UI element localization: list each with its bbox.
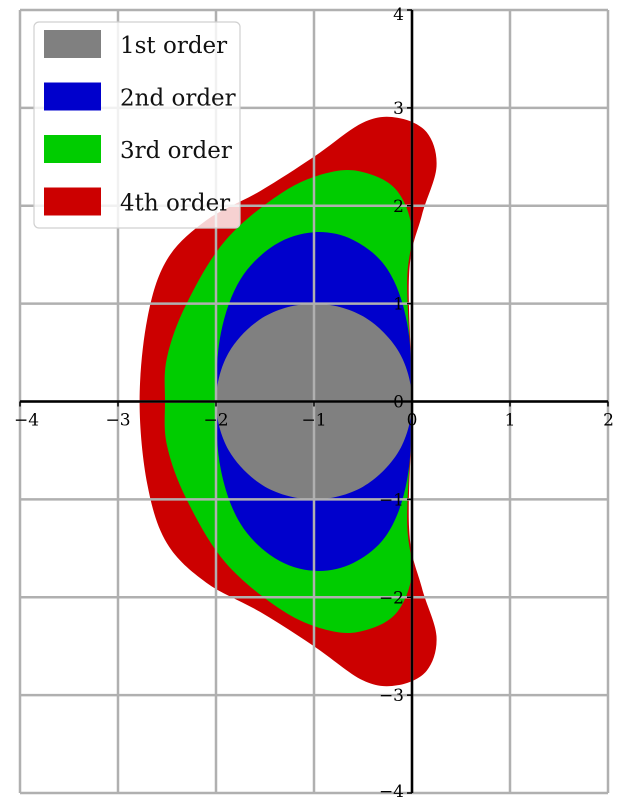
- y-tick-label: −2: [379, 588, 404, 608]
- legend: 1st order 2nd order 3rd order 4th order: [33, 21, 241, 229]
- y-tick-label: 2: [393, 197, 404, 217]
- x-tick-label: −2: [203, 411, 228, 431]
- y-tick-label: −1: [379, 490, 404, 510]
- legend-label: 4th order: [120, 191, 230, 217]
- legend-swatch: [44, 82, 101, 111]
- legend-box: [33, 21, 241, 229]
- legend-label: 1st order: [120, 33, 227, 59]
- tick-labels: −4 −3 −2 −1 0 1 2 −4 −3 −2 −1 0 1 2 3 4: [14, 5, 614, 802]
- y-tick-label: −3: [379, 686, 404, 706]
- y-tick-label: 1: [393, 295, 404, 315]
- x-tick-label: 2: [603, 411, 614, 431]
- y-tick-label: −4: [379, 782, 404, 802]
- x-tick-label: −4: [14, 411, 39, 431]
- legend-swatch: [44, 135, 101, 163]
- legend-label: 2nd order: [120, 86, 236, 112]
- x-tick-label: −3: [105, 411, 130, 431]
- x-tick-label: −1: [301, 411, 326, 431]
- legend-swatch: [44, 30, 101, 58]
- y-tick-label: 0: [393, 393, 404, 413]
- y-tick-label: 4: [393, 5, 404, 25]
- legend-label: 3rd order: [120, 138, 232, 164]
- y-tick-label: 3: [393, 99, 404, 119]
- x-tick-label: 1: [505, 411, 516, 431]
- legend-swatch: [44, 187, 101, 216]
- x-tick-label: 0: [407, 411, 418, 431]
